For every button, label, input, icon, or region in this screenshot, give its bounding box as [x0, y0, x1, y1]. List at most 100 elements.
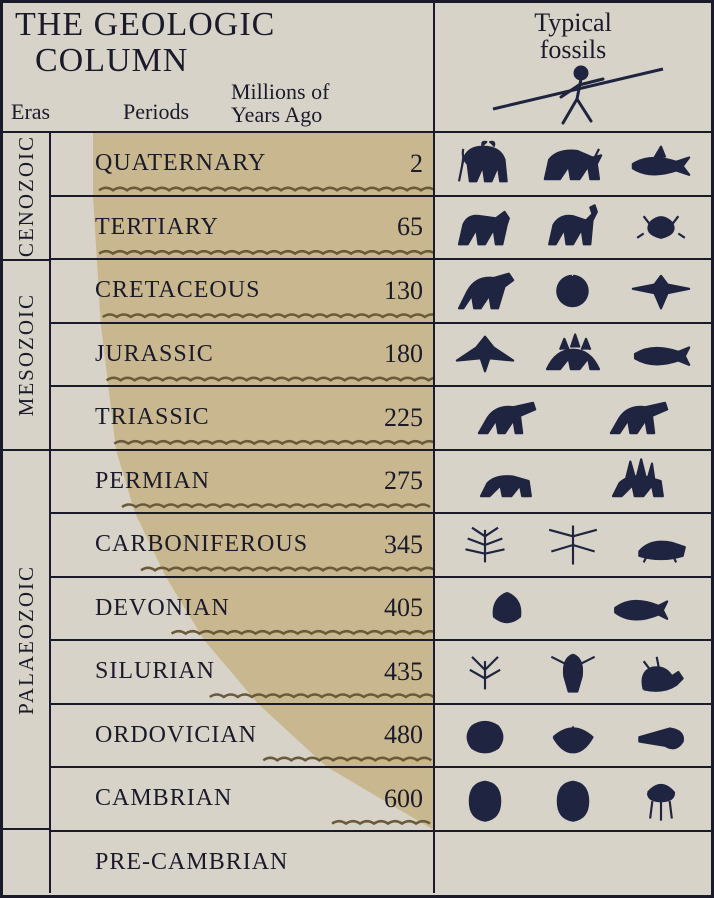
pterosaur-icon — [622, 265, 700, 317]
fossil-row-quaternary — [435, 133, 711, 195]
period-mya: 600 — [369, 784, 433, 814]
trilobite-icon — [534, 773, 612, 825]
period-name: TRIASSIC — [95, 404, 369, 431]
rhino-icon — [534, 138, 612, 190]
ammonite-icon — [534, 265, 612, 317]
trilobite-icon — [446, 773, 524, 825]
fern-icon — [446, 519, 524, 571]
header-left: THE GEOLOGIC COLUMN Eras Periods Million… — [3, 3, 433, 131]
crab-icon — [622, 201, 700, 253]
fossil-row-devonian — [435, 576, 711, 640]
period-mya: 2 — [369, 149, 433, 179]
era-tick — [0, 259, 3, 261]
period-name: CRETACEOUS — [95, 277, 369, 304]
period-name: JURASSIC — [95, 341, 369, 368]
period-row-tertiary: TERTIARY65 — [51, 195, 433, 259]
period-row-ordovician: ORDOVICIAN480 — [51, 703, 433, 767]
body: CENOZOICMESOZOICPALAEOZOIC QUATERNARY2TE… — [3, 133, 711, 893]
period-row-carboniferous: CARBONIFEROUS345 — [51, 512, 433, 576]
dimetrodon-icon — [589, 455, 689, 507]
column-headers: Eras Periods Millions of Years Ago — [11, 80, 425, 126]
era-label: MESOZOIC — [14, 293, 39, 416]
period-mya: 435 — [369, 657, 433, 687]
fossil-row-tertiary — [435, 195, 711, 259]
fossil-row-carboniferous — [435, 512, 711, 576]
shark-icon — [622, 138, 700, 190]
period-row-silurian: SILURIAN435 — [51, 639, 433, 703]
fish-icon — [589, 582, 689, 634]
era-tick — [0, 449, 3, 451]
fossils-column — [433, 133, 711, 893]
period-name: QUATERNARY — [95, 150, 369, 177]
chart-title: THE GEOLOGIC COLUMN — [11, 7, 425, 78]
period-mya: 405 — [369, 593, 433, 623]
fossil-row-jurassic — [435, 322, 711, 386]
mammoth-icon — [446, 138, 524, 190]
period-name: PRE-CAMBRIAN — [95, 849, 369, 876]
era-label: CENOZOIC — [14, 135, 39, 257]
header-mya: Millions of Years Ago — [231, 80, 425, 126]
era-column: CENOZOIC MESOZOIC PALAEOZOIC — [3, 133, 51, 893]
shell-icon — [457, 582, 557, 634]
nautiloid-icon — [622, 709, 700, 761]
stegosaurus-icon — [534, 328, 612, 380]
trex-icon — [446, 265, 524, 317]
header-fossils-label: Typical fossils — [443, 9, 703, 64]
era-label: PALAEOZOIC — [14, 565, 39, 715]
pelycosaur-icon — [457, 455, 557, 507]
period-row-cambrian: CAMBRIAN600 — [51, 766, 433, 830]
fossil-row-triassic — [435, 385, 711, 449]
era-tick — [0, 131, 3, 133]
period-mya: 65 — [369, 212, 433, 242]
blob-icon — [446, 709, 524, 761]
period-name: SILURIAN — [95, 658, 369, 685]
human-spear-icon — [473, 59, 673, 129]
prosauropod-icon — [589, 392, 689, 444]
period-mya: 480 — [369, 720, 433, 750]
period-name: CAMBRIAN — [95, 785, 369, 812]
coral-icon — [446, 646, 524, 698]
period-mya: 275 — [369, 466, 433, 496]
era-mesozoic: MESOZOIC — [3, 259, 49, 450]
era-palaeozoic: PALAEOZOIC — [3, 449, 49, 828]
header-fossils: Typical fossils — [433, 3, 711, 131]
period-name: CARBONIFEROUS — [95, 531, 369, 558]
deer-icon — [534, 201, 612, 253]
era-cenozoic: CENOZOIC — [3, 133, 49, 259]
period-name: ORDOVICIAN — [95, 722, 369, 749]
ichthyosaur-icon — [622, 328, 700, 380]
era-blank — [3, 828, 49, 893]
header: THE GEOLOGIC COLUMN Eras Periods Million… — [3, 3, 711, 133]
period-mya: 130 — [369, 276, 433, 306]
period-row-jurassic: JURASSIC180 — [51, 322, 433, 386]
period-name: TERTIARY — [95, 214, 369, 241]
fossil-row-pre-cambrian — [435, 830, 711, 894]
periods-column: QUATERNARY2TERTIARY65CRETACEOUS130JURASS… — [51, 133, 433, 893]
period-name: DEVONIAN — [95, 595, 369, 622]
period-row-triassic: TRIASSIC225 — [51, 385, 433, 449]
period-mya: 345 — [369, 530, 433, 560]
wolf-icon — [446, 201, 524, 253]
fossil-row-cambrian — [435, 766, 711, 830]
period-row-quaternary: QUATERNARY2 — [51, 133, 433, 195]
amphibian-icon — [622, 519, 700, 571]
period-name: PERMIAN — [95, 468, 369, 495]
jellyfish-icon — [622, 773, 700, 825]
period-mya: 180 — [369, 339, 433, 369]
header-eras: Eras — [11, 99, 81, 127]
header-periods: Periods — [81, 99, 231, 127]
period-mya: 225 — [369, 403, 433, 433]
dragonfly-icon — [534, 519, 612, 571]
pterodactyl-icon — [446, 328, 524, 380]
period-row-devonian: DEVONIAN405 — [51, 576, 433, 640]
fossil-row-permian — [435, 449, 711, 513]
title-line-1: THE GEOLOGIC — [15, 6, 275, 43]
brachiopod-icon — [534, 709, 612, 761]
title-line-2: COLUMN — [15, 42, 188, 79]
scorpion-icon — [622, 646, 700, 698]
fossil-row-ordovician — [435, 703, 711, 767]
period-row-cretaceous: CRETACEOUS130 — [51, 258, 433, 322]
eurypterid-icon — [534, 646, 612, 698]
geologic-column-chart: THE GEOLOGIC COLUMN Eras Periods Million… — [0, 0, 714, 898]
fossil-row-cretaceous — [435, 258, 711, 322]
